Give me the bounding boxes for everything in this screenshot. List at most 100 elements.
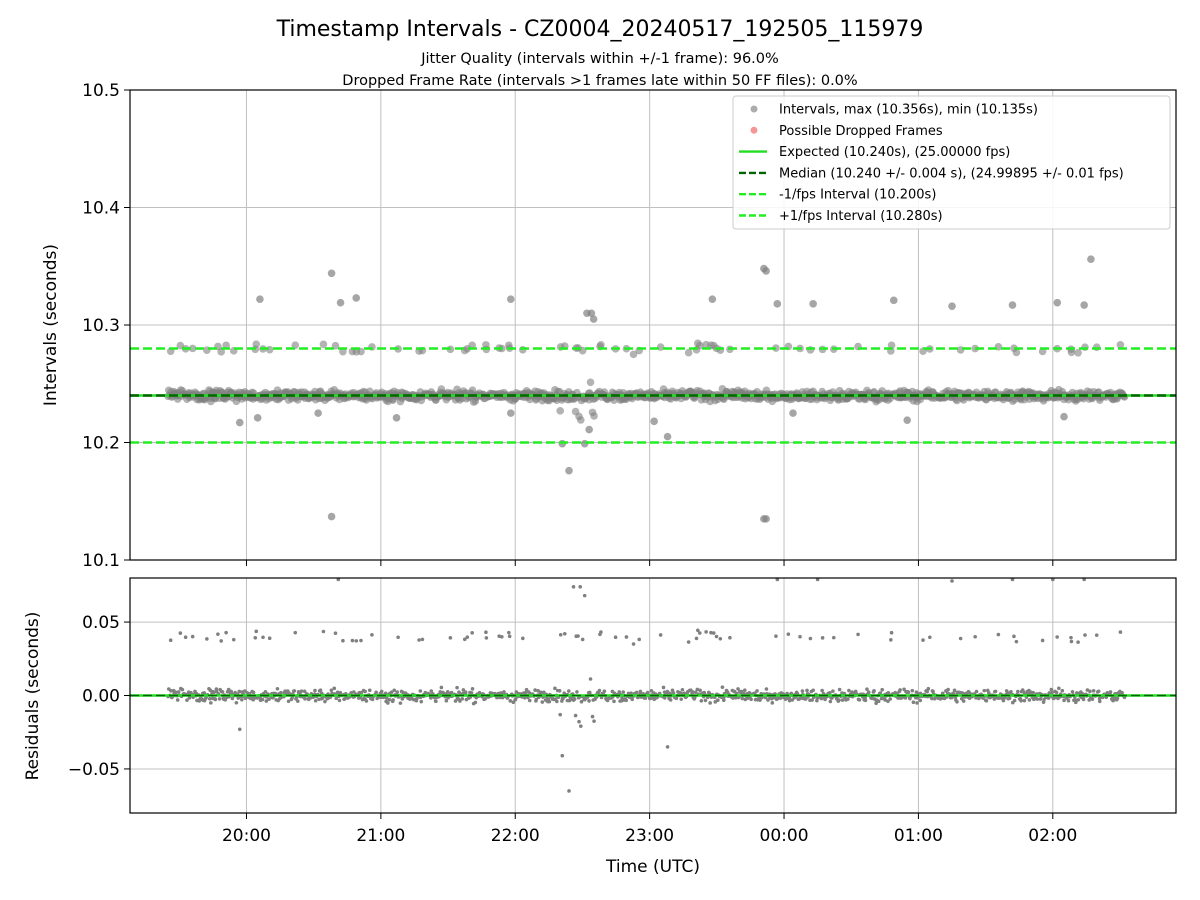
residual-point — [499, 691, 503, 695]
residual-point — [384, 696, 389, 700]
residual-point — [819, 696, 824, 701]
residual-outlier-point — [665, 745, 670, 749]
residual-point — [507, 630, 511, 635]
residual-point — [1040, 638, 1045, 643]
residual-point — [461, 688, 466, 692]
interval-outlier-point — [889, 296, 898, 305]
residual-point — [558, 632, 563, 637]
residual-point — [721, 698, 726, 702]
interval-point — [577, 416, 585, 424]
residual-point — [295, 699, 300, 703]
residual-point — [634, 690, 639, 695]
residual-point — [434, 699, 438, 704]
residual-point — [1083, 633, 1087, 637]
residual-point — [448, 636, 453, 640]
residual-point — [713, 700, 718, 704]
residual-point — [302, 689, 307, 694]
interval-outlier-point — [903, 416, 912, 424]
residual-point — [800, 689, 805, 693]
residual-point — [1005, 691, 1010, 695]
x-axis-label: Time (UTC) — [605, 857, 700, 877]
residual-point — [524, 687, 529, 692]
residual-point — [704, 630, 708, 634]
top-ytick-label: 10.2 — [82, 434, 120, 454]
interval-outlier-point — [1008, 301, 1017, 309]
interval-outlier-point — [565, 466, 573, 475]
residual-point — [333, 631, 338, 635]
residual-point — [631, 642, 636, 646]
residual-point — [1118, 630, 1123, 634]
residual-point — [419, 699, 424, 704]
residual-point — [1001, 698, 1006, 703]
residual-point — [820, 688, 824, 693]
interval-outlier-point — [762, 515, 770, 523]
residual-point — [465, 635, 470, 639]
residual-point — [319, 691, 324, 696]
residual-point — [329, 688, 334, 693]
residual-point — [587, 690, 592, 695]
legend-label: -1/fps Interval (10.200s) — [779, 188, 936, 203]
interval-point — [319, 340, 328, 349]
residual-point — [455, 685, 459, 690]
residual-point — [708, 701, 712, 705]
bottom-xtick-label: 20:00 — [222, 826, 271, 846]
residual-point — [313, 688, 317, 693]
residual-point — [810, 698, 814, 702]
residual-point — [952, 688, 957, 693]
residual-point — [341, 638, 345, 643]
residual-point — [811, 688, 815, 693]
residual-point — [507, 634, 512, 639]
residual-point — [1066, 698, 1071, 703]
interval-outlier-point — [327, 512, 336, 521]
residual-point — [1038, 697, 1043, 701]
interval-outlier-point — [256, 295, 264, 303]
residual-point — [534, 697, 539, 702]
residual-point — [420, 637, 425, 642]
interval-point — [291, 341, 300, 350]
residual-point — [828, 691, 832, 695]
residual-point — [484, 636, 489, 640]
residual-point — [473, 700, 478, 705]
residual-point — [453, 699, 458, 703]
interval-outlier-point — [1080, 301, 1088, 309]
residual-point — [720, 685, 725, 689]
residual-point — [1022, 698, 1027, 703]
residual-point — [1019, 698, 1023, 703]
residual-point — [602, 689, 607, 694]
interval-outlier-point — [708, 295, 717, 303]
residual-point — [204, 695, 208, 700]
residual-point — [880, 687, 884, 692]
residual-point — [254, 629, 259, 634]
residual-point — [662, 696, 667, 700]
residual-point — [334, 696, 339, 701]
residual-point — [522, 695, 527, 700]
interval-point — [597, 340, 605, 349]
residual-point — [1069, 639, 1074, 644]
residual-point — [883, 698, 888, 702]
residual-point — [190, 634, 195, 639]
residual-point — [590, 714, 595, 719]
interval-point — [887, 341, 896, 350]
residual-point — [293, 630, 298, 635]
residual-point — [237, 689, 242, 694]
residual-point — [214, 687, 219, 691]
residual-point — [911, 700, 916, 704]
residual-point — [693, 690, 698, 695]
legend-label: Median (10.240 +/- 0.004 s), (24.99895 +… — [779, 166, 1124, 181]
residual-point — [1097, 699, 1102, 704]
interval-point — [806, 346, 815, 354]
residual-point — [621, 690, 626, 694]
residual-point — [386, 701, 390, 705]
residual-point — [815, 698, 819, 703]
residual-point — [176, 690, 181, 694]
residual-point — [960, 691, 964, 695]
residual-point — [374, 690, 378, 695]
interval-point — [590, 412, 598, 420]
residual-point — [577, 719, 581, 724]
residual-point — [910, 688, 915, 693]
residual-point — [502, 690, 506, 694]
residual-point — [462, 637, 467, 642]
residual-point — [1027, 698, 1032, 702]
residual-point — [805, 688, 809, 693]
residual-point — [699, 699, 704, 703]
